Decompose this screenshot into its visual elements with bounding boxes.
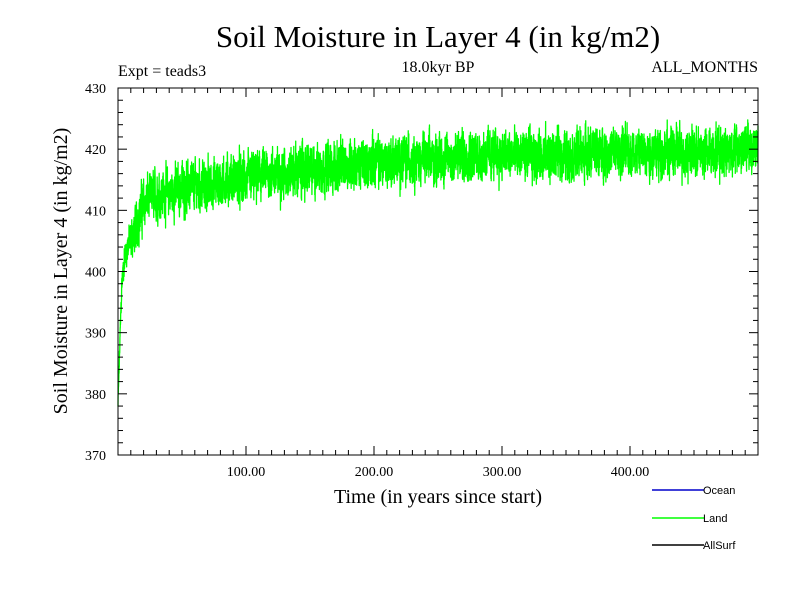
series-line-land	[117, 119, 759, 407]
chart-subtitle: 18.0kyr BP	[402, 59, 475, 76]
tick-labels: 100.00 200.00 300.00 400.00 370 380 390 400 410 4…	[85, 82, 649, 480]
y-tick-label: 420	[85, 143, 106, 158]
ticks-layer	[118, 88, 758, 455]
legend-label-land: Land	[703, 513, 727, 525]
x-tick-label: 100.00	[227, 465, 266, 480]
legend-label-ocean: Ocean	[703, 485, 735, 497]
x-tick-label: 300.00	[483, 465, 522, 480]
y-tick-label: 430	[85, 82, 106, 97]
x-tick-label: 400.00	[611, 465, 650, 480]
y-tick-label: 370	[85, 449, 106, 464]
experiment-label: Expt = teads3	[118, 63, 206, 80]
legend: Ocean Land AllSurf	[652, 485, 736, 552]
legend-label-allsurf: AllSurf	[703, 540, 736, 552]
y-tick-label: 400	[85, 266, 106, 281]
x-axis-label: Time (in years since start)	[334, 486, 542, 508]
x-tick-label: 200.00	[355, 465, 394, 480]
y-tick-label: 380	[85, 388, 106, 403]
y-tick-label: 410	[85, 204, 106, 219]
period-label: ALL_MONTHS	[651, 59, 758, 76]
y-tick-label: 390	[85, 327, 106, 342]
chart-title: Soil Moisture in Layer 4 (in kg/m2)	[216, 19, 660, 54]
data-layer	[117, 119, 759, 407]
y-axis-label: Soil Moisture in Layer 4 (in kg/m2)	[50, 128, 72, 415]
